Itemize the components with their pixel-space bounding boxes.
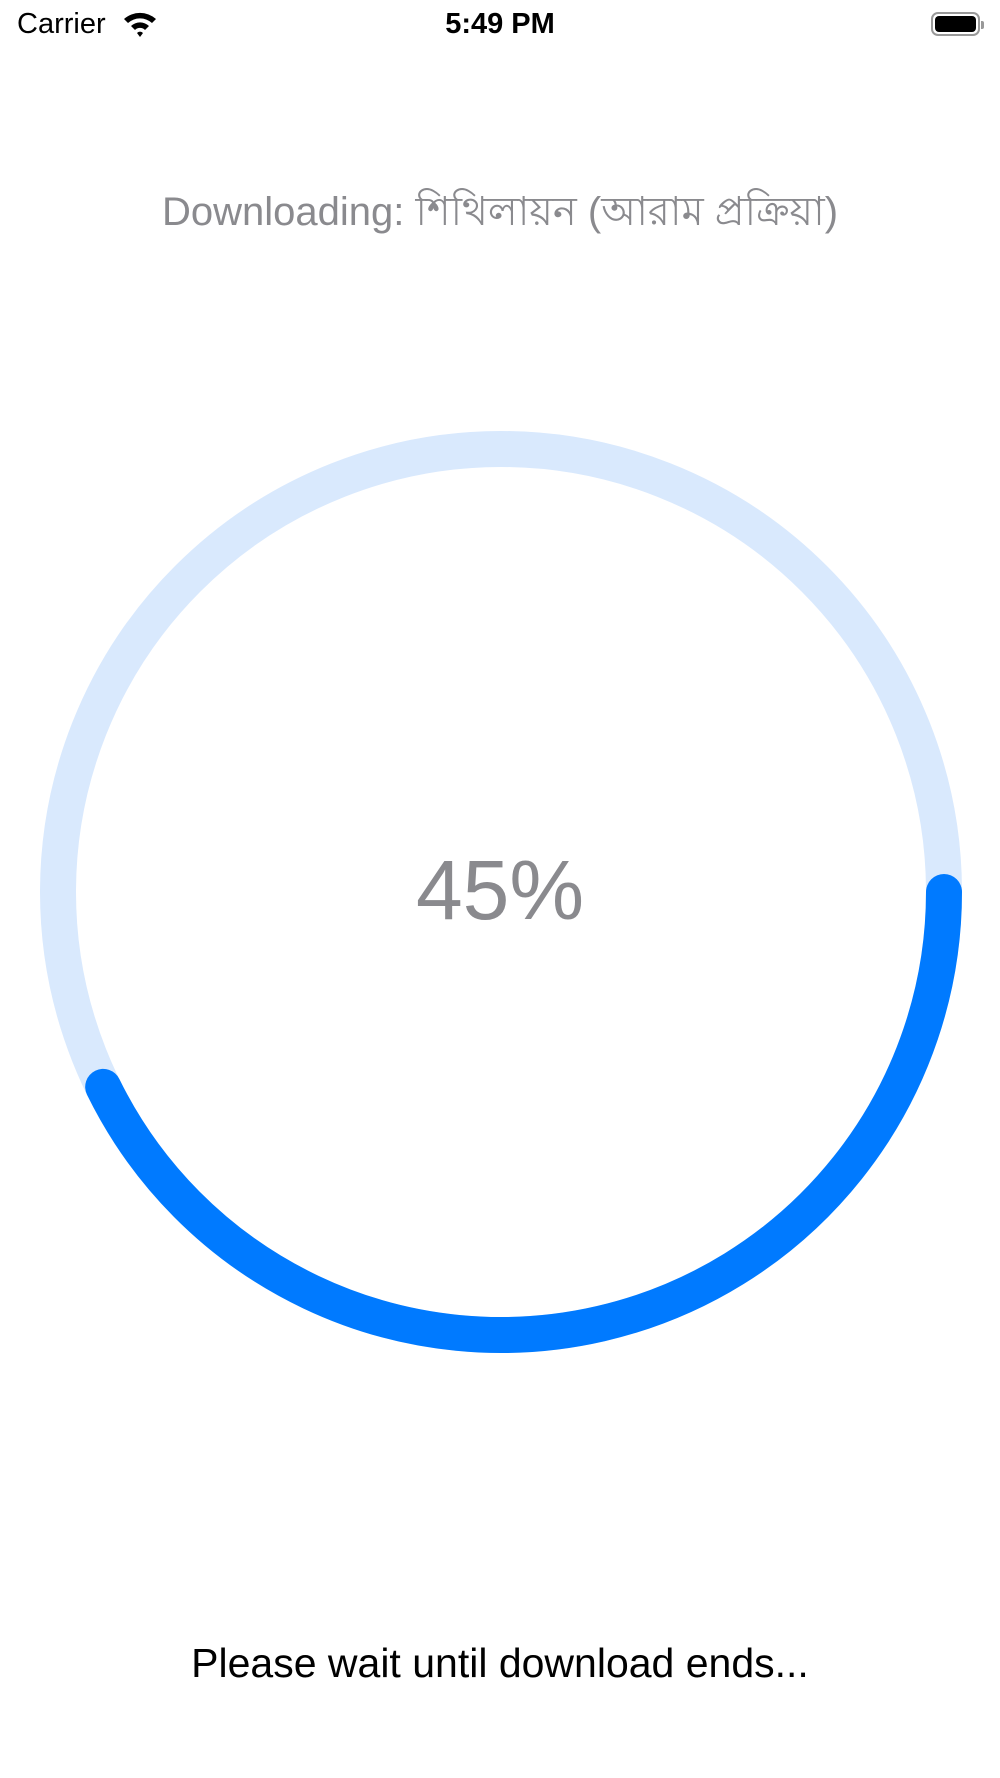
battery-full-icon <box>931 12 984 36</box>
wifi-icon <box>122 10 158 43</box>
carrier-label: Carrier <box>17 8 106 40</box>
wait-message: Please wait until download ends... <box>191 1640 809 1686</box>
download-title: Downloading: শিথিলায়ন (আরাম প্রক্রিয়া) <box>161 190 839 234</box>
clock: 5:49 PM <box>445 8 555 40</box>
status-bar: Carrier 5:49 PM <box>0 0 1000 50</box>
progress-percent: 45% <box>415 843 585 937</box>
progress-fill <box>85 874 962 1353</box>
